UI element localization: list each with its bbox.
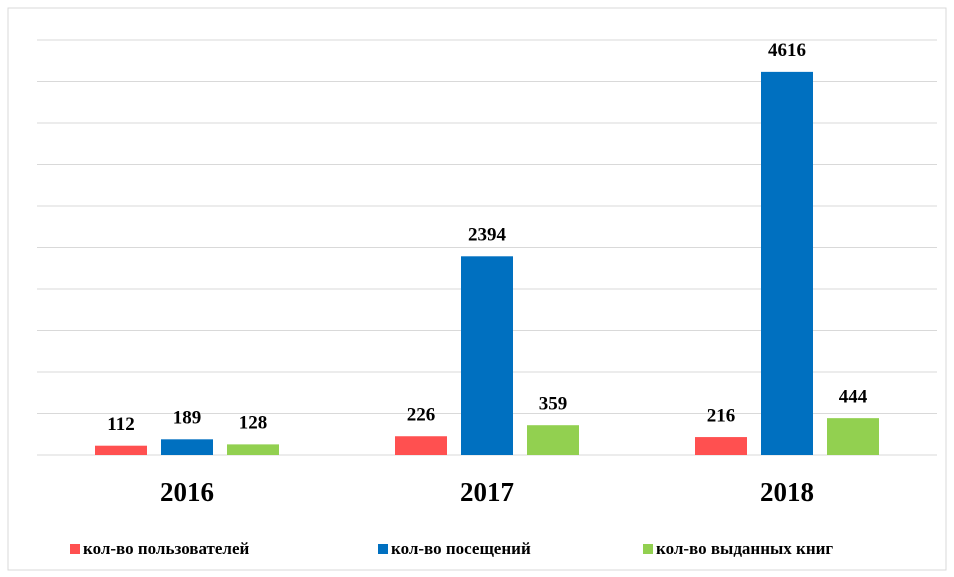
legend-swatch (70, 544, 80, 554)
x-tick-label: 2018 (760, 477, 814, 507)
data-label: 189 (173, 408, 202, 429)
legend-label: кол-во пользователей (83, 539, 249, 558)
x-tick-label: 2017 (460, 477, 514, 507)
data-label: 359 (539, 394, 568, 415)
bar (161, 439, 213, 455)
data-label: 226 (407, 405, 436, 426)
data-label: 4616 (768, 40, 806, 61)
bar (95, 445, 147, 455)
data-label: 444 (839, 387, 868, 408)
bar (827, 418, 879, 455)
bar (527, 425, 579, 455)
legend-label: кол-во посещений (391, 539, 531, 558)
data-label: 128 (239, 413, 268, 434)
bar (395, 436, 447, 455)
data-label: 2394 (468, 225, 507, 246)
bar (227, 444, 279, 455)
data-label: 112 (107, 414, 134, 435)
bar (461, 256, 513, 455)
legend-label: кол-во выданных книг (656, 539, 833, 558)
legend-swatch (378, 544, 388, 554)
bar (761, 71, 813, 455)
data-label: 216 (707, 405, 736, 426)
bar (695, 437, 747, 455)
legend-swatch (643, 544, 653, 554)
x-tick-label: 2016 (160, 477, 214, 507)
